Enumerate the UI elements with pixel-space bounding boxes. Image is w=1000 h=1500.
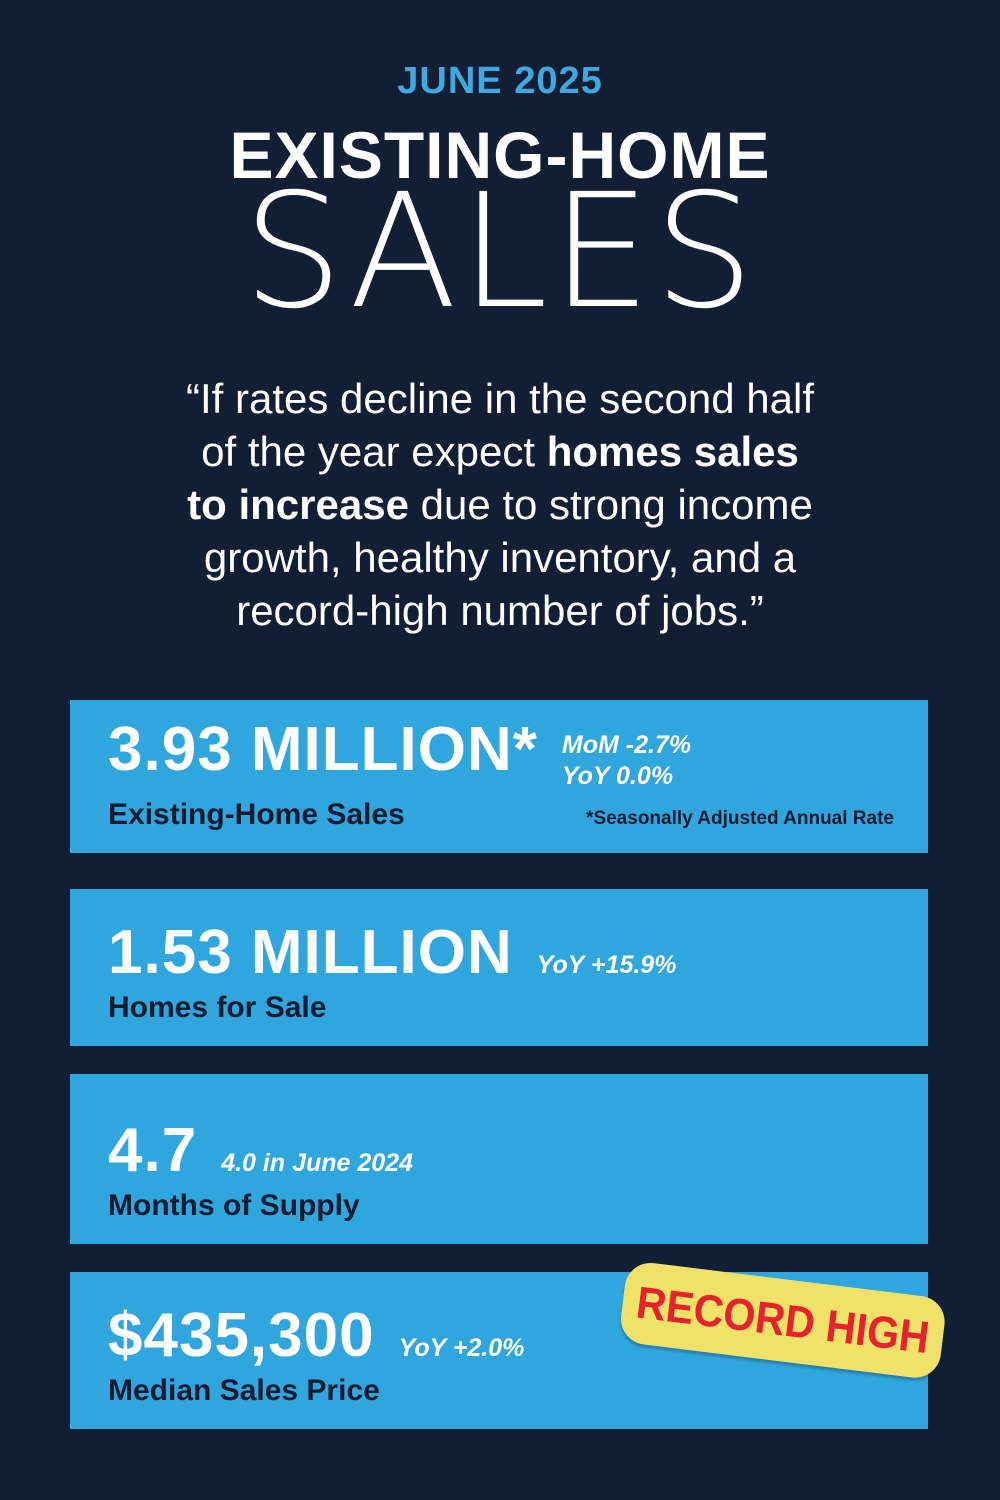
stat-change-prior-year: 4.0 in June 2024 [221, 1149, 413, 1177]
stat-label-row: Median Sales Price [108, 1374, 894, 1408]
stat-cards: 3.93 MILLION* MoM -2.7% YoY 0.0% Existin… [70, 700, 928, 1429]
stat-value: $435,300 [108, 1301, 375, 1370]
stat-change-mom: MoM -2.7% [561, 731, 692, 759]
stat-value: 1.53 MILLION [108, 918, 513, 987]
stat-value-row: 4.7 4.0 in June 2024 [108, 1119, 894, 1183]
title-line-existing-home: EXISTING-HOME [229, 118, 771, 192]
stat-label: Homes for Sale [108, 991, 327, 1024]
stat-change-yoy: YoY 0.0% [561, 762, 674, 790]
report-date: JUNE 2025 [397, 60, 603, 102]
stat-value-row: 3.93 MILLION* MoM -2.7% YoY 0.0% [108, 718, 894, 792]
stat-label-row: Months of Supply [108, 1189, 894, 1223]
stat-label: Months of Supply [108, 1189, 360, 1222]
stat-change-stack: MoM -2.7% YoY 0.0% [562, 730, 691, 792]
stat-label-row: Homes for Sale [108, 991, 894, 1025]
stat-value: 4.7 [108, 1116, 198, 1185]
stat-label-row: Existing-Home Sales *Seasonally Adjusted… [108, 798, 894, 832]
stat-value-row: 1.53 MILLION YoY +15.9% [108, 921, 894, 985]
title-line-sales: SALES [242, 160, 758, 344]
stat-value: 3.93 MILLION* [108, 715, 538, 784]
stat-footnote: *Seasonally Adjusted Annual Rate [586, 808, 894, 829]
stat-card-months-of-supply: 4.7 4.0 in June 2024 Months of Supply [70, 1074, 928, 1244]
quote-text: “If rates decline in the second half of t… [185, 375, 815, 634]
stat-label: Median Sales Price [108, 1374, 380, 1407]
stat-card-homes-for-sale: 1.53 MILLION YoY +15.9% Homes for Sale [70, 889, 928, 1046]
stat-change-yoy: YoY +2.0% [398, 1334, 525, 1362]
stat-card-existing-home-sales: 3.93 MILLION* MoM -2.7% YoY 0.0% Existin… [70, 700, 928, 853]
stat-value-row: $435,300 YoY +2.0% [108, 1304, 894, 1368]
stat-change-yoy: YoY +15.9% [536, 951, 677, 979]
stat-label: Existing-Home Sales [108, 798, 405, 831]
